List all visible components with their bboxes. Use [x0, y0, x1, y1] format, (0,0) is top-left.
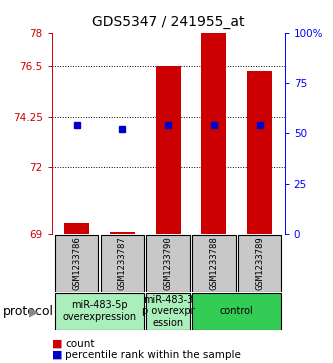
Text: miR-483-5p
overexpression: miR-483-5p overexpression: [63, 301, 137, 322]
Bar: [247, 71, 272, 234]
Text: percentile rank within the sample: percentile rank within the sample: [65, 350, 241, 360]
FancyBboxPatch shape: [147, 235, 190, 291]
Text: ■: ■: [52, 339, 62, 349]
Bar: [156, 66, 181, 234]
Text: GSM1233789: GSM1233789: [255, 236, 264, 290]
FancyBboxPatch shape: [101, 235, 144, 291]
Text: ■: ■: [52, 350, 62, 360]
Text: GSM1233788: GSM1233788: [209, 236, 218, 290]
Text: protocol: protocol: [3, 305, 54, 318]
Title: GDS5347 / 241955_at: GDS5347 / 241955_at: [92, 15, 244, 29]
FancyBboxPatch shape: [55, 235, 99, 291]
Text: GSM1233787: GSM1233787: [118, 236, 127, 290]
FancyBboxPatch shape: [192, 235, 235, 291]
FancyBboxPatch shape: [192, 293, 281, 330]
Text: control: control: [220, 306, 254, 316]
Text: GSM1233790: GSM1233790: [164, 236, 173, 290]
FancyBboxPatch shape: [147, 293, 190, 330]
Text: miR-483-3
p overexpr
ession: miR-483-3 p overexpr ession: [142, 295, 194, 328]
Text: ▶: ▶: [29, 305, 38, 318]
FancyBboxPatch shape: [238, 235, 281, 291]
Bar: [201, 33, 226, 234]
Text: GSM1233786: GSM1233786: [72, 236, 81, 290]
Text: count: count: [65, 339, 95, 349]
FancyBboxPatch shape: [55, 293, 144, 330]
Bar: [64, 223, 89, 234]
Bar: [110, 232, 135, 234]
